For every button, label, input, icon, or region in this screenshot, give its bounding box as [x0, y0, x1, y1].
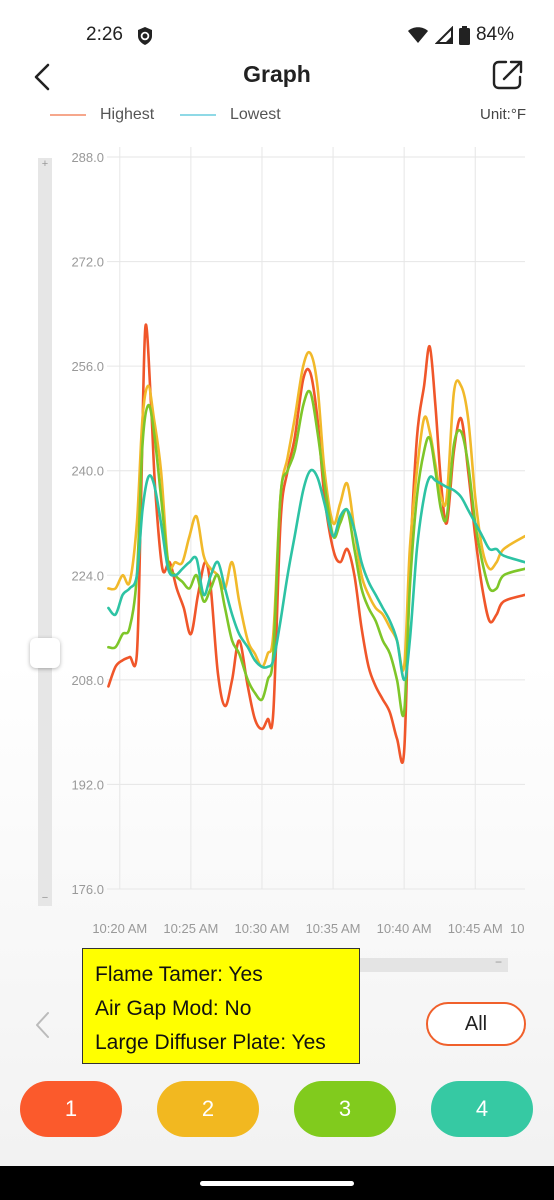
- status-bar: 2:26 84%: [0, 0, 554, 70]
- zoom-plus[interactable]: +: [41, 158, 49, 170]
- wifi-icon: [407, 27, 428, 43]
- probe-2-button[interactable]: 2: [157, 1081, 259, 1137]
- all-probes-button[interactable]: All: [426, 1002, 526, 1046]
- x-axis: 10:20 AM 10:25 AM 10:30 AM 10:35 AM 10:40 AM…: [92, 921, 524, 936]
- x-tick-label: 10:25 AM: [163, 921, 218, 936]
- zoom-minus[interactable]: −: [41, 892, 49, 904]
- note-line-air-gap: Air Gap Mod: No: [95, 997, 252, 1020]
- status-time: 2:26: [86, 24, 123, 45]
- system-nav-bar: [0, 1166, 554, 1200]
- annotation-note: Flame Tamer: Yes Air Gap Mod: No Large D…: [82, 948, 360, 1064]
- chart-grid: [107, 147, 525, 890]
- y-tick-label: 224.0: [71, 568, 104, 583]
- x-tick-label: 10: [510, 921, 524, 936]
- probe-3-button[interactable]: 3: [294, 1081, 396, 1137]
- y-tick-label: 288.0: [71, 150, 104, 165]
- battery-icon: [458, 25, 470, 45]
- share-icon[interactable]: [490, 57, 526, 93]
- y-tick-label: 208.0: [71, 673, 104, 688]
- legend-swatch: [50, 114, 86, 116]
- legend-item-lowest: Lowest: [180, 106, 281, 124]
- y-axis: 288.0 272.0 256.0 240.0 224.0 208.0 192.0 176.0: [71, 150, 104, 897]
- chart-legend: Highest Lowest Unit:°F: [0, 106, 554, 130]
- temperature-chart[interactable]: 288.0 272.0 256.0 240.0 224.0 208.0 192.0 176.0…: [0, 140, 554, 940]
- x-tick-label: 10:30 AM: [235, 921, 290, 936]
- zoom-slider[interactable]: + −: [30, 158, 60, 906]
- x-tick-label: 10:45 AM: [448, 921, 503, 936]
- legend-label: Highest: [100, 106, 155, 123]
- unit-label: Unit:°F: [479, 106, 526, 123]
- scroll-minus[interactable]: −: [494, 955, 502, 969]
- chart-lines: [107, 323, 525, 764]
- y-tick-label: 192.0: [71, 777, 104, 792]
- horizontal-scrollbar[interactable]: −: [330, 955, 508, 972]
- page-title: Graph: [243, 61, 311, 87]
- zoom-slider-handle[interactable]: [30, 638, 60, 668]
- home-gesture-handle[interactable]: [200, 1181, 354, 1186]
- series-line-2: [107, 350, 525, 672]
- series-line-1: [107, 323, 525, 764]
- shield-icon: [138, 27, 152, 45]
- y-tick-label: 256.0: [71, 359, 104, 374]
- legend-item-highest: Highest: [50, 106, 154, 124]
- probe-4-button[interactable]: 4: [431, 1081, 533, 1137]
- probe-1-button[interactable]: 1: [20, 1081, 122, 1137]
- chevron-left-icon[interactable]: [32, 1010, 54, 1040]
- series-line-4: [107, 468, 525, 682]
- note-line-flame-tamer: Flame Tamer: Yes: [95, 963, 263, 986]
- x-tick-label: 10:20 AM: [92, 921, 147, 936]
- signal-icon: [434, 26, 453, 44]
- x-tick-label: 10:40 AM: [377, 921, 432, 936]
- status-icons: 84%: [407, 24, 514, 46]
- y-tick-label: 176.0: [71, 882, 104, 897]
- battery-percent: 84%: [475, 24, 514, 45]
- x-tick-label: 10:35 AM: [306, 921, 361, 936]
- y-tick-label: 240.0: [71, 464, 104, 479]
- note-line-diffuser: Large Diffuser Plate: Yes: [95, 1031, 326, 1054]
- legend-swatch: [180, 114, 216, 116]
- series-line-3: [107, 389, 525, 718]
- y-tick-label: 272.0: [71, 255, 104, 270]
- legend-label: Lowest: [230, 106, 281, 123]
- app-header: Graph: [0, 55, 554, 100]
- back-icon[interactable]: [28, 59, 58, 95]
